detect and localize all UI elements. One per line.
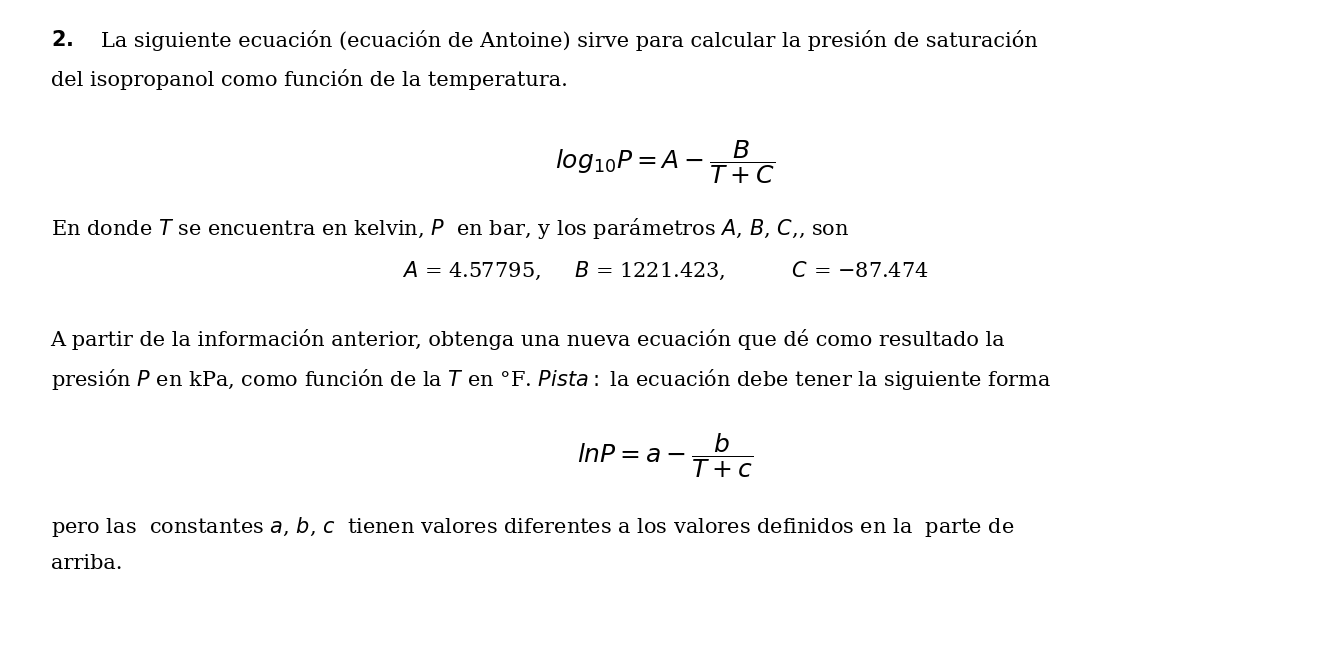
Text: $\mathit{log}_{10}\mathit{P} = \mathit{A} - \dfrac{\mathit{B}}{\mathit{T} + \mat: $\mathit{log}_{10}\mathit{P} = \mathit{A… bbox=[555, 138, 775, 186]
Text: A partir de la información anterior, obtenga una nueva ecuación que dé como resu: A partir de la información anterior, obt… bbox=[51, 329, 1005, 350]
Text: $\bf{2.}$: $\bf{2.}$ bbox=[51, 30, 73, 49]
Text: En donde $\mathit{T}$ se encuentra en kelvin, $\mathit{P}$  en bar, y los paráme: En donde $\mathit{T}$ se encuentra en ke… bbox=[51, 216, 849, 241]
Text: $\mathit{A}$ = 4.57795,     $\mathit{B}$ = 1221.423,          $\mathit{C}$ = $-$: $\mathit{A}$ = 4.57795, $\mathit{B}$ = 1… bbox=[402, 260, 928, 282]
Text: arriba.: arriba. bbox=[51, 554, 122, 573]
Text: presión $\mathit{P}$ en kPa, como función de la $\mathit{T}$ en °F. $\mathit{Pis: presión $\mathit{P}$ en kPa, como funció… bbox=[51, 367, 1051, 392]
Text: La siguiente ecuación (ecuación de Antoine) sirve para calcular la presión de sa: La siguiente ecuación (ecuación de Antoi… bbox=[101, 30, 1037, 51]
Text: pero las  constantes $\mathit{a}$, $\mathit{b}$, $\mathit{c}$  tienen valores di: pero las constantes $\mathit{a}$, $\math… bbox=[51, 515, 1013, 538]
Text: $\mathit{ln}\mathit{P} = \mathit{a} - \dfrac{\mathit{b}}{\mathit{T} + \mathit{c}: $\mathit{ln}\mathit{P} = \mathit{a} - \d… bbox=[577, 431, 753, 480]
Text: del isopropanol como función de la temperatura.: del isopropanol como función de la tempe… bbox=[51, 69, 568, 90]
